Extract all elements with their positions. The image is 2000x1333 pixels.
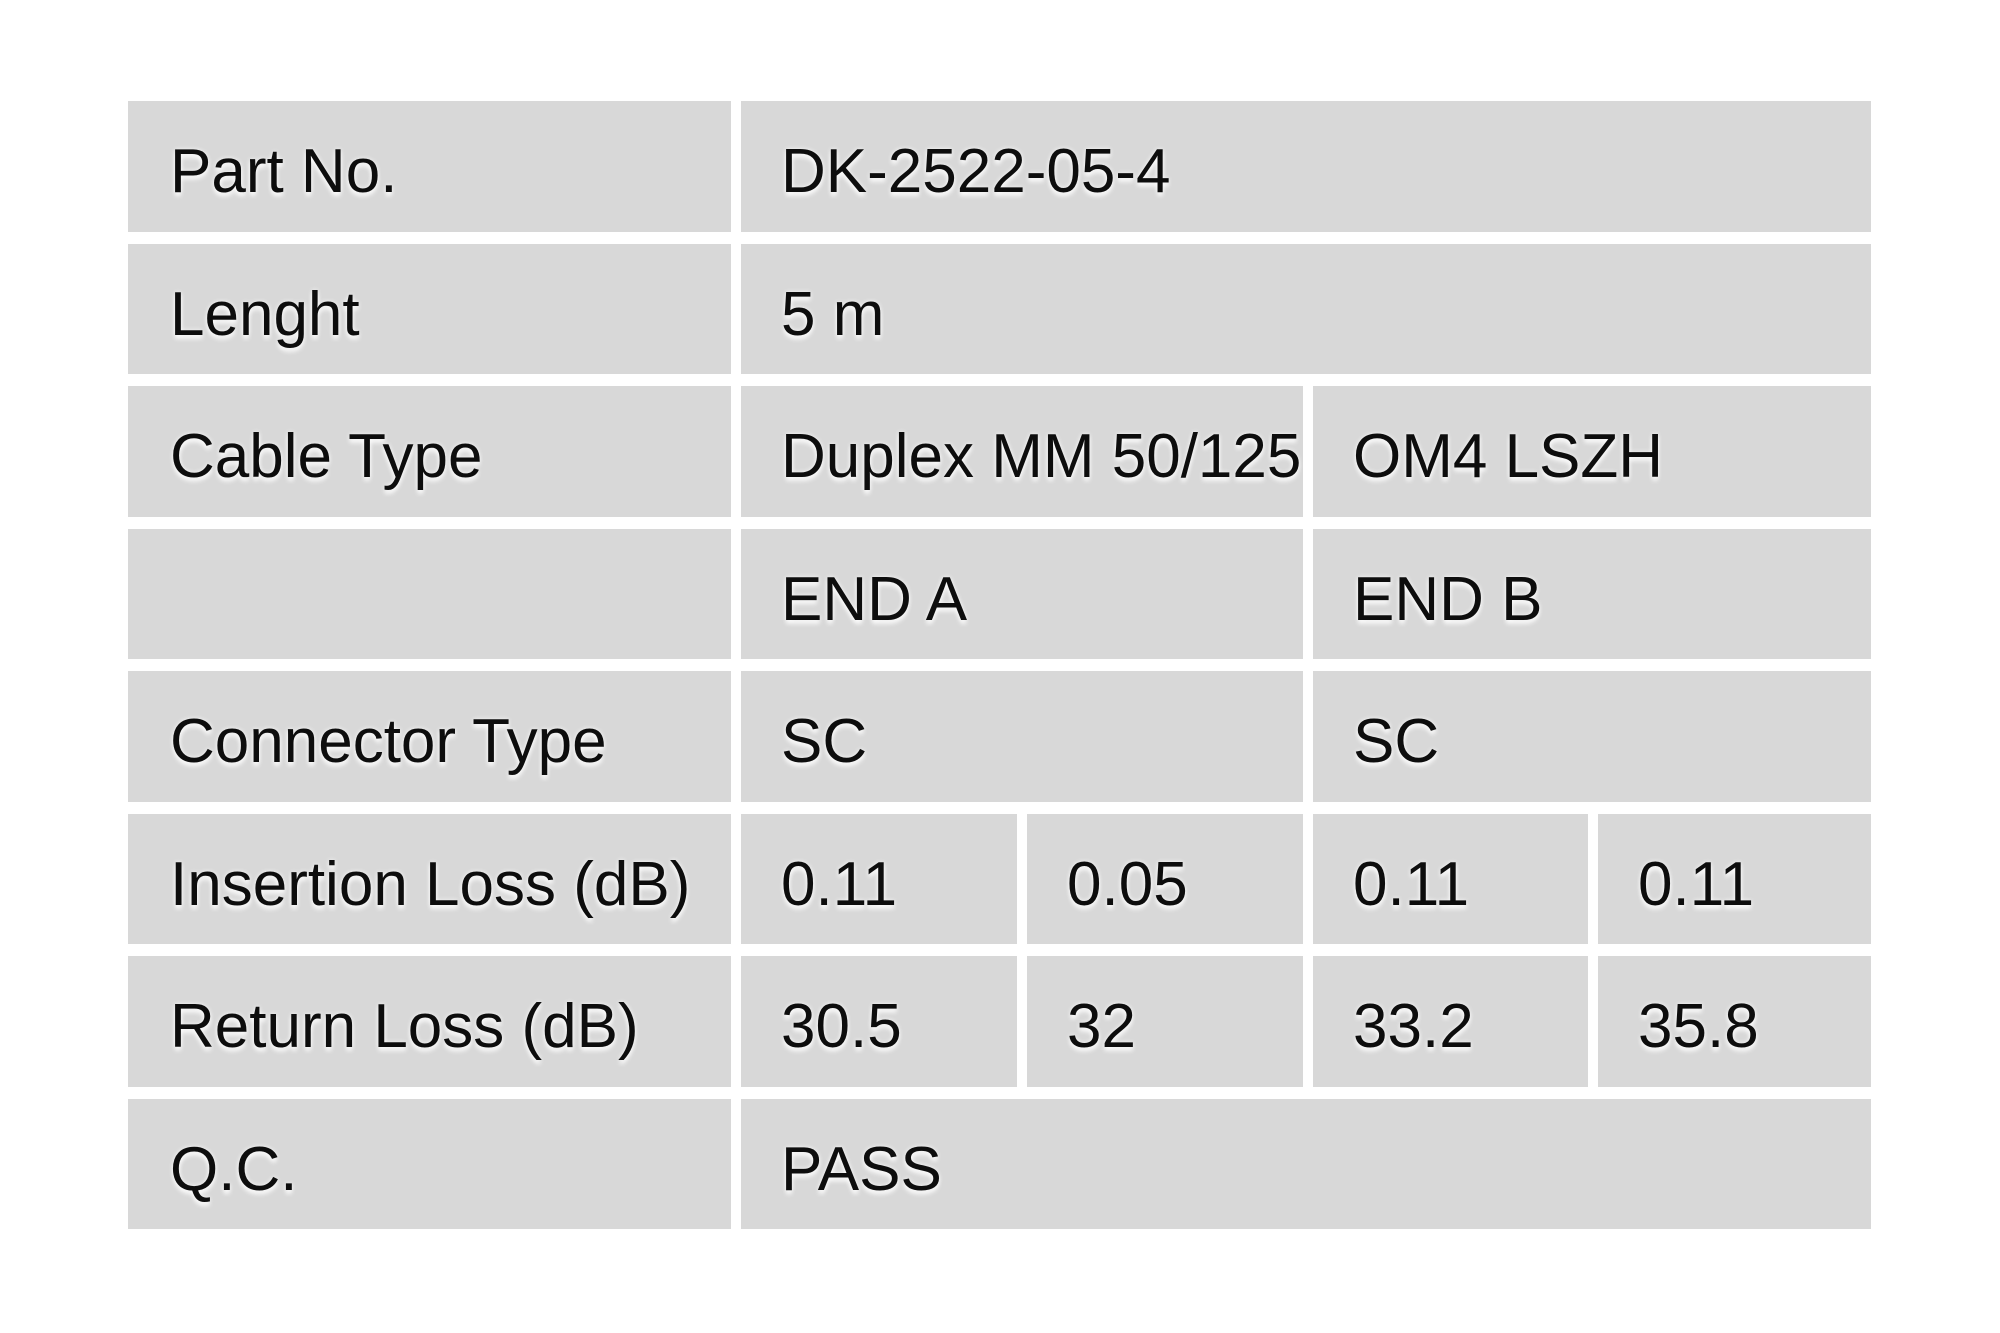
insertion-loss-end-b-1: 0.11 xyxy=(1313,813,1588,944)
connector-type-end-b: SC xyxy=(1313,671,1871,802)
cable-type-value-2: OM4 LSZH xyxy=(1313,386,1871,517)
length-label: Lenght xyxy=(128,243,731,374)
return-loss-end-b-1: 33.2 xyxy=(1313,956,1588,1087)
part-no-value: DK-2522-05-4 xyxy=(741,101,1871,232)
return-loss-end-a-2: 32 xyxy=(1027,956,1303,1087)
insertion-loss-label: Insertion Loss (dB) xyxy=(128,813,731,944)
connector-type-label: Connector Type xyxy=(128,671,731,802)
qc-value: PASS xyxy=(741,1098,1871,1229)
return-loss-end-a-1: 30.5 xyxy=(741,956,1017,1087)
part-no-label: Part No. xyxy=(128,101,731,232)
empty-cell xyxy=(128,528,731,659)
cable-type-label: Cable Type xyxy=(128,386,731,517)
insertion-loss-end-a-1: 0.11 xyxy=(741,813,1017,944)
return-loss-label: Return Loss (dB) xyxy=(128,956,731,1087)
cable-spec-table: Part No. DK-2522-05-4 Lenght 5 m Cable T… xyxy=(128,101,1871,1229)
insertion-loss-end-a-2: 0.05 xyxy=(1027,813,1303,944)
end-a-header: END A xyxy=(741,528,1303,659)
insertion-loss-end-b-2: 0.11 xyxy=(1598,813,1871,944)
end-b-header: END B xyxy=(1313,528,1871,659)
return-loss-end-b-2: 35.8 xyxy=(1598,956,1871,1087)
connector-type-end-a: SC xyxy=(741,671,1303,802)
length-value: 5 m xyxy=(741,243,1871,374)
qc-label: Q.C. xyxy=(128,1098,731,1229)
cable-type-value-1: Duplex MM 50/125 xyxy=(741,386,1303,517)
